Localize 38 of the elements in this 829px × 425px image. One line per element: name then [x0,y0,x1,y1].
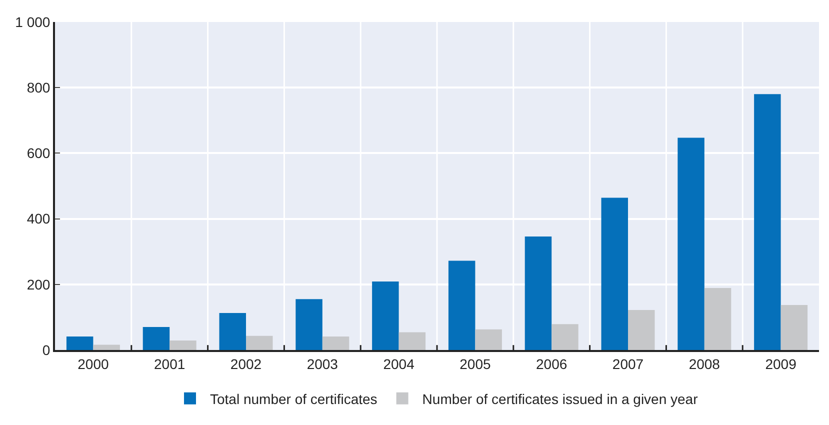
bar [601,198,628,350]
bar [552,324,578,350]
bar [780,305,808,350]
bar [322,336,350,350]
x-tick-label: 2002 [230,356,262,372]
bar [448,260,476,350]
bar [219,312,246,350]
bar [142,327,170,350]
bar [372,281,399,350]
bar [170,340,196,350]
bar [475,329,502,350]
bar [628,310,655,350]
bar [704,288,732,350]
y-tick-label: 0 [42,342,50,358]
bar [66,336,94,350]
bar [524,236,552,350]
bar [246,336,273,350]
x-tick-label: 2008 [688,356,720,372]
y-tick-label: 600 [26,145,50,162]
legend-label: Total number of certificates [210,390,378,407]
y-tick-label: 400 [26,210,50,227]
x-tick-label: 2005 [460,356,491,372]
bar [754,94,781,350]
bar [398,332,426,350]
bar [93,344,120,350]
legend-label: Number of certificates issued in a given year [422,390,698,407]
x-tick-label: 2006 [536,356,568,372]
bar [678,138,704,350]
bar [296,299,322,350]
x-tick-label: 2007 [612,356,644,372]
x-tick-label: 2003 [306,356,338,372]
y-tick-label: 800 [26,80,50,96]
x-tick-label: 2000 [78,356,109,372]
y-tick-label: 1 000 [15,14,50,30]
x-tick-label: 2009 [765,356,797,372]
y-tick-label: 200 [26,276,50,292]
x-tick-label: 2001 [154,356,186,372]
x-tick-label: 2004 [383,356,415,372]
